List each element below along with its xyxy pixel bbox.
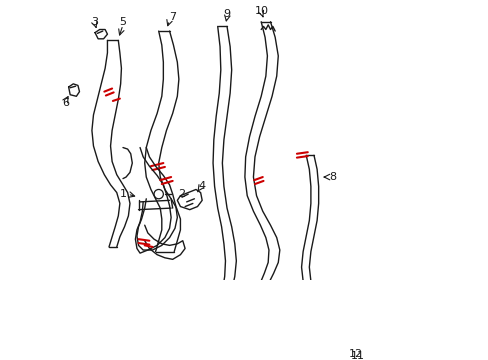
Text: 5: 5 bbox=[119, 17, 126, 27]
Text: 6: 6 bbox=[62, 98, 69, 108]
Text: 12: 12 bbox=[348, 349, 362, 359]
Text: 3: 3 bbox=[91, 17, 98, 27]
Text: 9: 9 bbox=[223, 9, 230, 19]
Text: 11: 11 bbox=[350, 351, 364, 360]
Text: 10: 10 bbox=[254, 6, 268, 16]
Text: 8: 8 bbox=[328, 172, 336, 182]
Text: 2: 2 bbox=[178, 189, 185, 199]
Text: 1: 1 bbox=[119, 189, 126, 199]
Text: 4: 4 bbox=[198, 181, 205, 192]
Text: 7: 7 bbox=[169, 12, 176, 22]
